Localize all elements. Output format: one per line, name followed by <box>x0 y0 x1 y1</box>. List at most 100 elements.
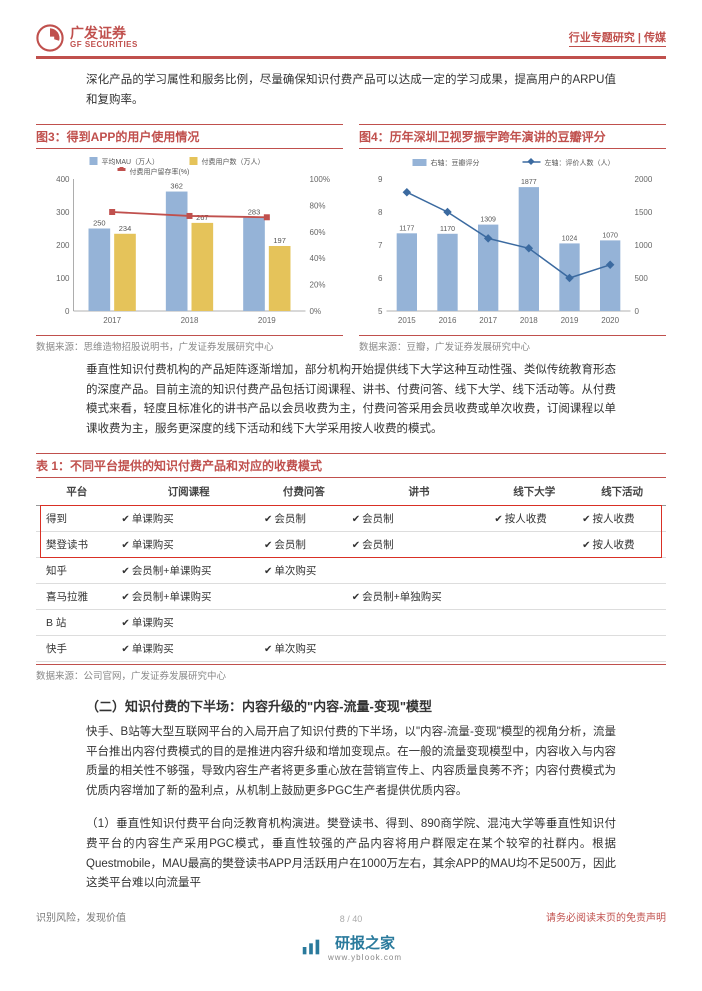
table-cell: 会员制 <box>260 506 348 532</box>
table-cell: 会员制+单课购买 <box>117 584 260 610</box>
table-cell: 单课购买 <box>117 636 260 662</box>
table-cell: 会员制 <box>348 506 491 532</box>
logo: 广发证券 GF SECURITIES <box>36 24 138 52</box>
table-header-cell: 线下活动 <box>578 478 666 506</box>
svg-text:267: 267 <box>196 213 209 222</box>
table-cell <box>348 558 491 584</box>
table-row: 喜马拉雅会员制+单课购买 会员制+单独购买 <box>36 584 666 610</box>
logo-text-en: GF SECURITIES <box>70 41 138 50</box>
svg-text:6: 6 <box>378 274 383 283</box>
section2-para1: 快手、B站等大型互联网平台的入局开启了知识付费的下半场，以"内容-流量-变现"模… <box>86 723 616 801</box>
svg-text:283: 283 <box>248 208 261 217</box>
table-cell: 单课购买 <box>117 506 260 532</box>
svg-text:1000: 1000 <box>635 241 653 250</box>
table-cell: 会员制+单独购买 <box>348 584 491 610</box>
svg-text:80%: 80% <box>310 201 326 210</box>
table-cell: 单次购买 <box>260 558 348 584</box>
table-cell: 单次购买 <box>260 636 348 662</box>
table-cell <box>348 636 491 662</box>
chart4-title: 图4：历年深圳卫视罗振宇跨年演讲的豆瓣评分 <box>359 124 666 149</box>
svg-text:7: 7 <box>378 241 383 250</box>
watermark-text: 研报之家 <box>335 935 395 952</box>
chart3-box: 图3：得到APP的用户使用情况 平均MAU（万人）付费用户数（万人）付费用户留存… <box>36 124 343 353</box>
table-cell: 会员制 <box>348 532 491 558</box>
svg-text:1877: 1877 <box>521 179 537 186</box>
table-cell <box>490 636 578 662</box>
section2-para2: （1）垂直性知识付费平台向泛教育机构演进。樊登读书、得到、890商学院、混沌大学… <box>86 815 616 893</box>
table-cell: 单课购买 <box>117 532 260 558</box>
svg-text:100: 100 <box>56 274 70 283</box>
table-cell <box>490 532 578 558</box>
svg-text:0%: 0% <box>310 307 322 316</box>
svg-text:付费用户数（万人）: 付费用户数（万人） <box>202 157 265 166</box>
svg-text:1170: 1170 <box>440 226 455 233</box>
table-header-cell: 平台 <box>36 478 117 506</box>
svg-text:2016: 2016 <box>439 316 457 325</box>
table-cell: 单课购买 <box>117 610 260 636</box>
svg-text:1309: 1309 <box>480 217 496 224</box>
mid-paragraph: 垂直性知识付费机构的产品矩阵逐渐增加，部分机构开始提供线下大学这种互动性强、类似… <box>86 361 616 439</box>
svg-text:0: 0 <box>65 307 70 316</box>
table-row: B 站单课购买 <box>36 610 666 636</box>
table-cell: 会员制 <box>260 532 348 558</box>
logo-text-cn: 广发证券 <box>70 26 138 41</box>
table1-container: 平台订阅课程付费问答讲书线下大学线下活动得到单课购买会员制会员制按人收费按人收费… <box>36 478 666 662</box>
svg-text:2019: 2019 <box>258 316 276 325</box>
table-cell <box>578 558 666 584</box>
svg-text:500: 500 <box>635 274 649 283</box>
table-cell: B 站 <box>36 610 117 636</box>
table-cell: 会员制+单课购买 <box>117 558 260 584</box>
svg-text:2017: 2017 <box>103 316 121 325</box>
table-cell: 得到 <box>36 506 117 532</box>
watermark: 研报之家 www.ybIook.com <box>0 932 702 962</box>
chart4-source: 数据来源：豆瓣，广发证券发展研究中心 <box>359 335 666 353</box>
svg-text:250: 250 <box>93 219 106 228</box>
svg-text:右轴：豆瓣评分: 右轴：豆瓣评分 <box>431 158 480 167</box>
table-row: 知乎会员制+单课购买单次购买 <box>36 558 666 584</box>
table-cell: 按人收费 <box>578 506 666 532</box>
table-cell: 喜马拉雅 <box>36 584 117 610</box>
svg-text:362: 362 <box>170 182 183 191</box>
table-header-cell: 订阅课程 <box>117 478 260 506</box>
svg-text:1070: 1070 <box>602 232 618 239</box>
section2-heading: （二）知识付费的下半场：内容升级的"内容-流量-变现"模型 <box>86 696 616 715</box>
svg-text:9: 9 <box>378 175 383 184</box>
chart4-area: 右轴：豆瓣评分左轴：评价人数（人）56789050010001500200011… <box>359 153 666 333</box>
charts-row: 图3：得到APP的用户使用情况 平均MAU（万人）付费用户数（万人）付费用户留存… <box>36 124 666 353</box>
svg-text:1024: 1024 <box>562 236 578 243</box>
table-header-cell: 线下大学 <box>490 478 578 506</box>
svg-text:20%: 20% <box>310 281 326 290</box>
svg-text:5: 5 <box>378 307 383 316</box>
svg-text:2017: 2017 <box>479 316 497 325</box>
table-row: 樊登读书单课购买会员制会员制按人收费 <box>36 532 666 558</box>
svg-text:付费用户留存率(%): 付费用户留存率(%) <box>130 167 190 176</box>
watermark-icon <box>300 936 322 958</box>
table1: 平台订阅课程付费问答讲书线下大学线下活动得到单课购买会员制会员制按人收费按人收费… <box>36 478 666 662</box>
table-cell <box>578 636 666 662</box>
table-cell: 按人收费 <box>578 532 666 558</box>
svg-text:0: 0 <box>635 307 640 316</box>
svg-text:2019: 2019 <box>561 316 579 325</box>
table-cell <box>490 610 578 636</box>
svg-text:400: 400 <box>56 175 70 184</box>
svg-text:200: 200 <box>56 241 70 250</box>
table-cell <box>260 610 348 636</box>
table-cell <box>490 584 578 610</box>
chart4-box: 图4：历年深圳卫视罗振宇跨年演讲的豆瓣评分 右轴：豆瓣评分左轴：评价人数（人）5… <box>359 124 666 353</box>
table-cell: 按人收费 <box>490 506 578 532</box>
gf-logo-icon <box>36 24 64 52</box>
table-cell <box>578 584 666 610</box>
footer-page-number: 8 / 40 <box>0 914 702 924</box>
svg-text:197: 197 <box>273 236 286 245</box>
svg-text:100%: 100% <box>310 175 330 184</box>
table-header-cell: 付费问答 <box>260 478 348 506</box>
table-cell: 知乎 <box>36 558 117 584</box>
svg-text:平均MAU（万人）: 平均MAU（万人） <box>102 157 160 166</box>
table-row: 快手单课购买单次购买 <box>36 636 666 662</box>
svg-text:8: 8 <box>378 208 383 217</box>
svg-text:2018: 2018 <box>520 316 538 325</box>
table-header-row: 平台订阅课程付费问答讲书线下大学线下活动 <box>36 478 666 506</box>
table1-source: 数据来源：公司官网，广发证券发展研究中心 <box>36 664 666 682</box>
table-cell: 快手 <box>36 636 117 662</box>
svg-text:2018: 2018 <box>181 316 199 325</box>
